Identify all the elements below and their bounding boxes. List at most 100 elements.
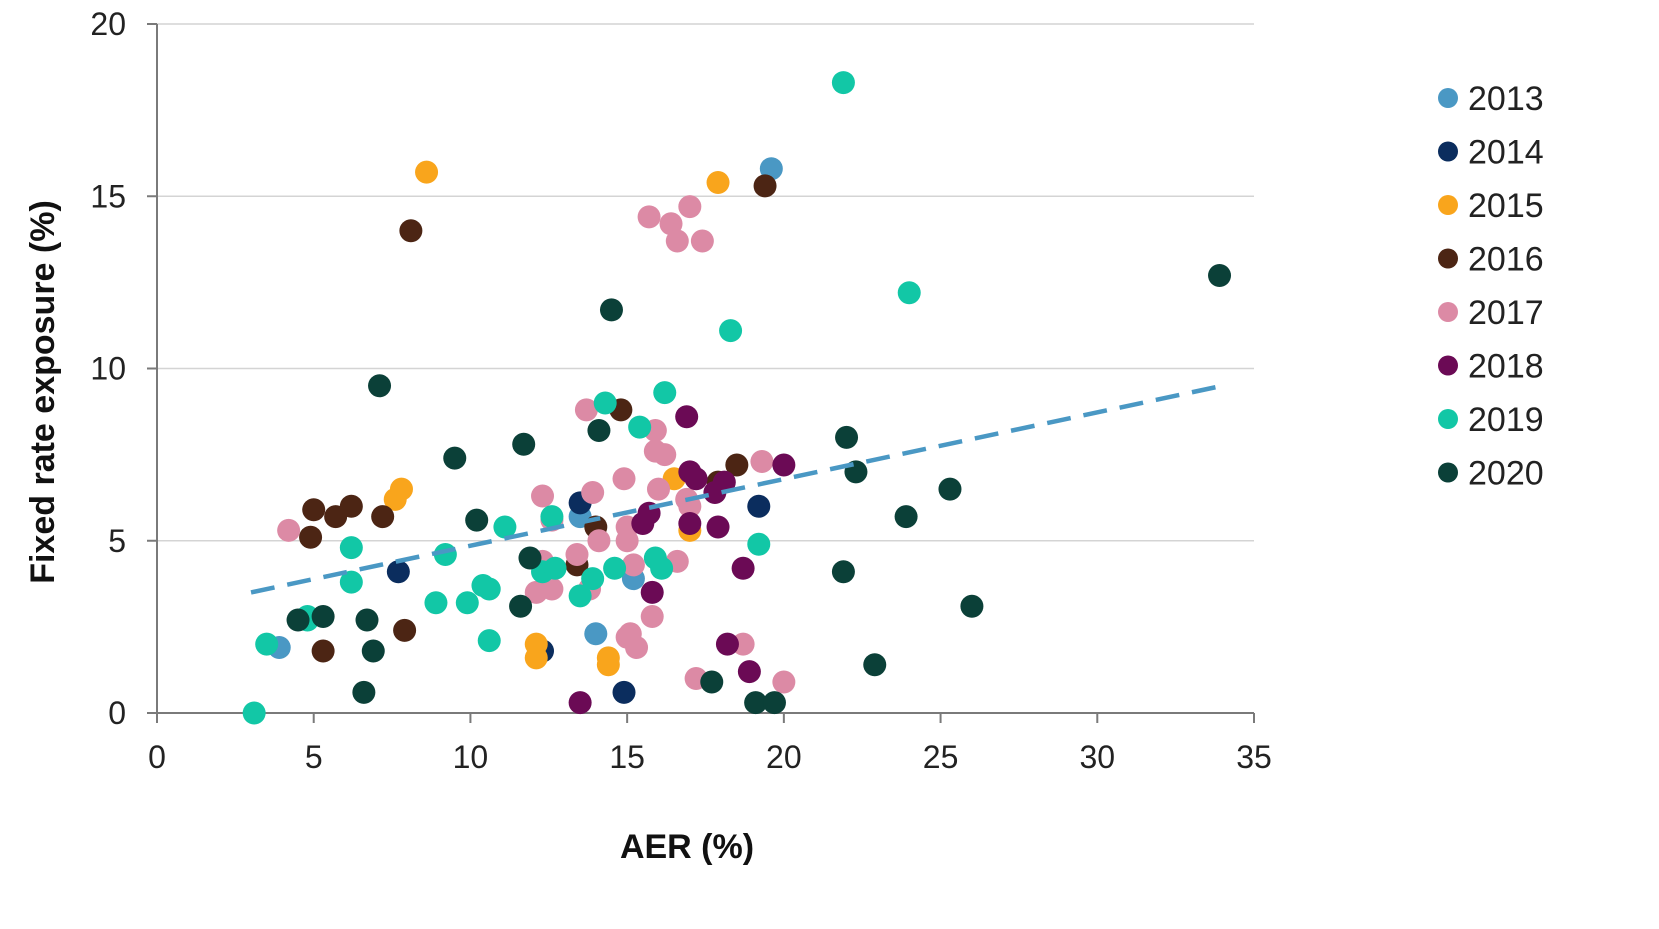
y-tick-label: 15 bbox=[90, 178, 126, 214]
data-point-2017 bbox=[581, 481, 605, 505]
x-tick-label: 5 bbox=[305, 739, 323, 775]
data-point-2020 bbox=[368, 374, 392, 398]
data-point-2019 bbox=[719, 319, 743, 343]
data-point-2015 bbox=[596, 653, 620, 677]
data-point-2020 bbox=[1208, 263, 1232, 287]
data-point-2020 bbox=[831, 560, 855, 584]
data-point-2017 bbox=[665, 229, 689, 253]
data-point-2019 bbox=[424, 591, 448, 615]
data-point-2016 bbox=[311, 639, 335, 663]
data-point-2017 bbox=[640, 605, 664, 629]
legend-label-2020: 2020 bbox=[1468, 455, 1544, 493]
legend-marker-2014 bbox=[1438, 141, 1458, 162]
data-point-2017 bbox=[612, 467, 636, 491]
data-point-2020 bbox=[361, 639, 385, 663]
data-point-2017 bbox=[772, 670, 796, 694]
data-point-2016 bbox=[393, 618, 417, 642]
legend-label-2015: 2015 bbox=[1468, 187, 1544, 225]
legend-marker-2013 bbox=[1438, 88, 1458, 108]
data-point-2017 bbox=[277, 518, 301, 542]
legend-label-2016: 2016 bbox=[1468, 241, 1544, 279]
data-point-2019 bbox=[653, 381, 677, 405]
data-point-2014 bbox=[386, 560, 410, 584]
data-point-2017 bbox=[621, 553, 645, 577]
data-point-2019 bbox=[543, 556, 567, 580]
x-tick-labels: 0 5 10 15 20 25 30 35 bbox=[148, 739, 1272, 775]
data-point-2019 bbox=[603, 556, 627, 580]
data-point-2020 bbox=[938, 477, 962, 501]
data-point-2020 bbox=[509, 594, 533, 618]
data-point-2014 bbox=[747, 494, 771, 518]
data-point-2019 bbox=[540, 505, 564, 529]
legend-label-2018: 2018 bbox=[1468, 348, 1544, 386]
data-point-2020 bbox=[744, 691, 768, 715]
data-point-2016 bbox=[339, 494, 363, 518]
data-point-2020 bbox=[465, 508, 489, 532]
data-point-2019 bbox=[477, 577, 501, 601]
data-point-2019 bbox=[242, 701, 266, 725]
data-point-2019 bbox=[628, 415, 652, 439]
data-point-2014 bbox=[612, 680, 636, 704]
gridlines bbox=[157, 23, 1254, 542]
trendline bbox=[250, 383, 1224, 595]
data-point-2018 bbox=[731, 556, 755, 580]
legend-label-2014: 2014 bbox=[1468, 134, 1544, 172]
x-tick-label: 30 bbox=[1079, 739, 1115, 775]
data-point-2020 bbox=[960, 594, 984, 618]
data-point-2016 bbox=[399, 219, 423, 243]
legend: 2013 2014 2015 2016 2017 2018 2019 2020 bbox=[1438, 80, 1544, 493]
data-point-2017 bbox=[587, 529, 611, 553]
data-point-2020 bbox=[599, 298, 623, 322]
data-point-2019 bbox=[339, 570, 363, 594]
data-point-2019 bbox=[477, 629, 501, 653]
x-tick-label: 0 bbox=[148, 739, 166, 775]
legend-label-2017: 2017 bbox=[1468, 294, 1544, 332]
y-tick-label: 0 bbox=[108, 695, 126, 731]
data-point-2017 bbox=[750, 450, 774, 474]
legend-marker-2015 bbox=[1438, 195, 1458, 215]
data-point-2020 bbox=[700, 670, 724, 694]
data-point-2019 bbox=[650, 556, 674, 580]
data-point-2018 bbox=[568, 691, 592, 715]
data-point-2020 bbox=[863, 653, 887, 677]
legend-marker-2019 bbox=[1438, 409, 1458, 429]
x-tick-label: 20 bbox=[766, 739, 802, 775]
data-point-2018 bbox=[684, 467, 708, 491]
data-point-2016 bbox=[753, 174, 777, 198]
x-tick-label: 10 bbox=[453, 739, 489, 775]
data-point-2019 bbox=[897, 281, 921, 305]
data-point-2015 bbox=[706, 170, 730, 194]
x-tick-label: 35 bbox=[1236, 739, 1272, 775]
x-tick-label: 25 bbox=[923, 739, 959, 775]
data-point-2020 bbox=[518, 546, 542, 570]
legend-marker-2020 bbox=[1438, 462, 1458, 483]
legend-marker-2017 bbox=[1438, 302, 1458, 322]
data-point-2016 bbox=[302, 498, 326, 522]
data-point-2019 bbox=[747, 532, 771, 556]
data-point-2015 bbox=[524, 646, 548, 670]
legend-marker-2016 bbox=[1438, 248, 1458, 269]
data-point-2019 bbox=[493, 515, 517, 539]
y-tick-label: 10 bbox=[90, 351, 126, 387]
data-point-2020 bbox=[352, 680, 376, 704]
x-tick-label: 15 bbox=[609, 739, 645, 775]
y-tick-label: 5 bbox=[108, 523, 126, 559]
legend-label-2019: 2019 bbox=[1468, 401, 1544, 439]
data-point-2019 bbox=[593, 391, 617, 415]
legend-label-2013: 2013 bbox=[1468, 80, 1544, 118]
trendline-path bbox=[250, 383, 1224, 595]
data-point-2017 bbox=[678, 195, 702, 219]
data-point-2013 bbox=[584, 622, 608, 646]
data-point-2017 bbox=[637, 205, 661, 229]
data-point-2019 bbox=[568, 584, 592, 608]
data-point-2017 bbox=[678, 494, 702, 518]
data-point-2019 bbox=[455, 591, 479, 615]
data-point-2018 bbox=[675, 405, 699, 429]
legend-marker-2018 bbox=[1438, 355, 1458, 376]
y-tick-labels: 0 5 10 15 20 bbox=[90, 6, 126, 731]
data-points bbox=[242, 71, 1232, 725]
axes bbox=[147, 23, 1255, 723]
data-point-2018 bbox=[678, 512, 702, 536]
data-point-2020 bbox=[762, 691, 786, 715]
